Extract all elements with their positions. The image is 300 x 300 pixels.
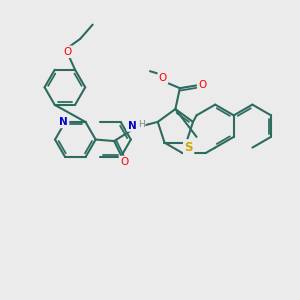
- Text: O: O: [198, 80, 206, 90]
- Text: S: S: [184, 141, 193, 154]
- Text: H: H: [138, 119, 144, 128]
- Text: O: O: [64, 47, 72, 57]
- Text: O: O: [159, 73, 167, 83]
- Text: O: O: [120, 157, 128, 167]
- Text: N: N: [59, 117, 68, 127]
- Text: N: N: [128, 121, 136, 130]
